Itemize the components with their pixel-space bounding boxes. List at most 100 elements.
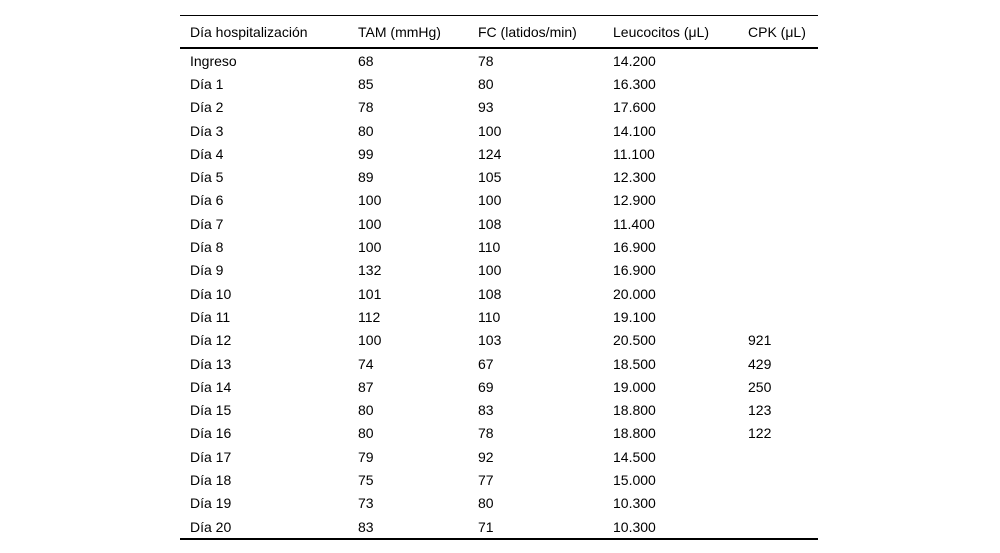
table-row: Día 17 79 92 14.500 [180, 445, 818, 468]
table-cell: 14.200 [613, 52, 656, 69]
data-table: Día hospitalización TAM (mmHg) FC (latid… [180, 15, 818, 541]
column-header-leucocitos: Leucocitos (μL) [613, 23, 709, 40]
table-row: Día 19 73 80 10.300 [180, 492, 818, 515]
table-row: Día 14 87 69 19.000 250 [180, 375, 818, 398]
table-cell: 14.500 [613, 448, 656, 465]
table-cell: 112 [358, 308, 381, 325]
column-header-dia-hospitalizacion: Día hospitalización [190, 23, 308, 40]
table-cell [748, 189, 818, 212]
table-cell [748, 212, 818, 235]
table-cell [748, 119, 818, 142]
table-cell: 921 [748, 332, 772, 349]
table-cell [748, 235, 818, 258]
table-cell: 14.100 [613, 122, 656, 139]
table-cell: 12.300 [613, 169, 656, 186]
table-cell: Ingreso [190, 52, 237, 69]
table-cell [748, 96, 818, 119]
table-cell: 80 [358, 122, 374, 139]
table-cell: 100 [478, 262, 502, 279]
table-cell: Día 11 [190, 308, 231, 325]
table-cell: 18.500 [613, 355, 656, 372]
table-cell: Día 5 [190, 169, 224, 186]
table-cell: 100 [358, 239, 382, 256]
table-cell [748, 492, 818, 515]
table-cell [748, 259, 818, 282]
table-cell: 11.400 [613, 215, 655, 232]
table-cell: 83 [358, 518, 374, 535]
table-row: Ingreso 68 78 14.200 [180, 48, 818, 72]
table-cell: 100 [358, 215, 382, 232]
table-cell: 89 [358, 169, 374, 186]
table-cell: 20.000 [613, 285, 656, 302]
table-cell: 19.100 [613, 308, 656, 325]
table-cell: 68 [358, 52, 374, 69]
table-cell: 20.500 [613, 332, 656, 349]
table-cell: Día 16 [190, 425, 232, 442]
table-cell: Día 17 [190, 448, 232, 465]
table-cell: 100 [358, 192, 382, 209]
table-cell: Día 20 [190, 518, 232, 535]
table-cell: 101 [358, 285, 382, 302]
table-cell: 108 [478, 215, 502, 232]
table-row: Día 4 99 124 11.100 [180, 142, 818, 165]
table-cell: Día 6 [190, 192, 224, 209]
table-cell: Día 8 [190, 239, 224, 256]
table-row: Día 15 80 83 18.800 123 [180, 398, 818, 421]
table-cell: 19.000 [613, 378, 656, 395]
table-cell [748, 72, 818, 95]
table-header-row: Día hospitalización TAM (mmHg) FC (latid… [180, 16, 818, 48]
table-cell: 108 [478, 285, 502, 302]
table-cell: 85 [358, 75, 374, 92]
table-cell: Día 19 [190, 495, 232, 512]
table-cell: 80 [478, 75, 494, 92]
table-cell: 100 [478, 122, 502, 139]
table-row: Día 16 80 78 18.800 122 [180, 422, 818, 445]
table-row: Día 7 100 108 11.400 [180, 212, 818, 235]
table-cell: Día 14 [190, 378, 232, 395]
table-cell: 18.800 [613, 402, 656, 419]
table-cell: Día 18 [190, 471, 232, 488]
table-cell: 92 [478, 448, 494, 465]
table-cell: 78 [478, 52, 494, 69]
table-cell: Día 7 [190, 215, 224, 232]
table-cell: Día 1 [190, 75, 224, 92]
table-cell: 73 [358, 495, 374, 512]
table-cell: 74 [358, 355, 374, 372]
table-cell: 16.900 [613, 239, 656, 256]
table-row: Día 18 75 77 15.000 [180, 468, 818, 491]
table-cell [748, 48, 818, 72]
table-cell: 93 [478, 99, 494, 116]
table-cell: 110 [478, 239, 501, 256]
table-cell: 15.000 [613, 471, 656, 488]
table-body: Ingreso 68 78 14.200 Día 1 85 80 16.300 Día 2 78 9… [180, 48, 818, 539]
table-cell [748, 445, 818, 468]
table-cell: 71 [478, 518, 494, 535]
table-cell: 69 [478, 378, 494, 395]
table-cell: 16.300 [613, 75, 656, 92]
table-row: Día 12 100 103 20.500 921 [180, 329, 818, 352]
table-row: Día 10 101 108 20.000 [180, 282, 818, 305]
table-cell: 78 [358, 99, 374, 116]
table-row: Día 6 100 100 12.900 [180, 189, 818, 212]
table-cell: 429 [748, 355, 772, 372]
table-cell: 79 [358, 448, 374, 465]
table-cell: 132 [358, 262, 382, 279]
table-cell: 78 [478, 425, 494, 442]
column-header-fc: FC (latidos/min) [478, 23, 577, 40]
table-cell [748, 282, 818, 305]
table-cell: 100 [358, 332, 382, 349]
table-cell: Día 2 [190, 99, 224, 116]
table-cell: 67 [478, 355, 494, 372]
table-row: Día 20 83 71 10.300 [180, 515, 818, 539]
table-cell: Día 12 [190, 332, 232, 349]
table-cell: 250 [748, 378, 772, 395]
table-cell: 16.900 [613, 262, 656, 279]
table-cell: Día 4 [190, 145, 224, 162]
table-cell: 80 [358, 402, 374, 419]
table-cell: 87 [358, 378, 374, 395]
table-cell: 17.600 [613, 99, 656, 116]
table-cell: 122 [748, 425, 772, 442]
column-header-tam: TAM (mmHg) [358, 23, 441, 40]
table-cell: Día 13 [190, 355, 232, 372]
